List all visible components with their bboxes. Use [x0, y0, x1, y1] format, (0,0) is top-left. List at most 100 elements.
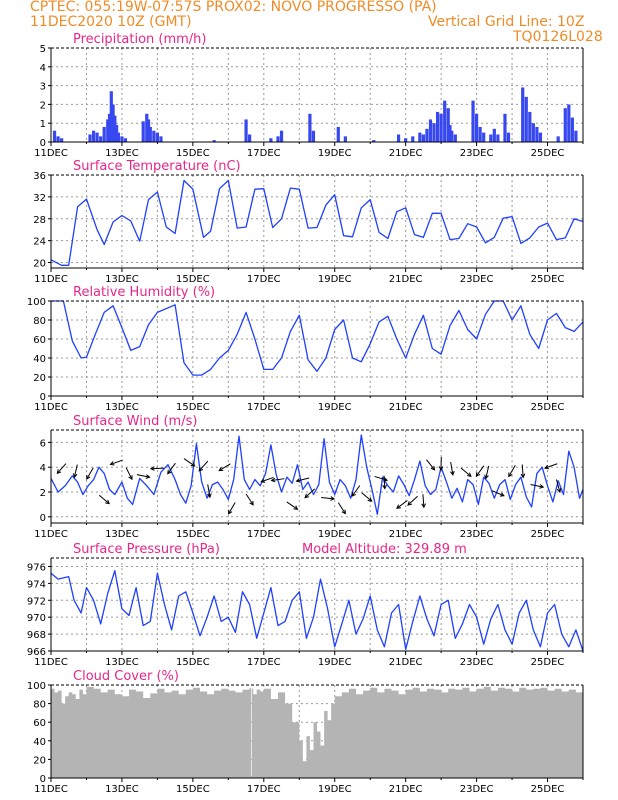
wind-arrow — [426, 459, 435, 471]
y-tick-label: 80 — [33, 316, 46, 327]
x-tick-label: 23DEC — [460, 274, 494, 285]
wind-arrow — [86, 467, 94, 480]
wind-arrow-head — [249, 500, 254, 506]
wind-arrow-head — [396, 504, 401, 509]
precip-bar — [155, 132, 159, 142]
wind-arrow-head — [330, 496, 336, 501]
precip-bar — [343, 136, 347, 142]
wind-arrow-head — [438, 466, 444, 472]
x-tick-label: 21DEC — [389, 402, 423, 413]
precip-bar — [503, 113, 507, 142]
wind-arrow-head — [341, 509, 346, 515]
precip-bar — [279, 130, 284, 142]
y-tick-label: 970 — [27, 613, 46, 624]
x-tick-label: 13DEC — [105, 148, 139, 159]
cloud-cover-area — [51, 686, 583, 778]
panel-precip — [48, 47, 584, 146]
wind-arrow-head — [56, 469, 62, 475]
wind-arrow — [374, 475, 388, 481]
y-tick-label: 1 — [40, 119, 46, 130]
wind-arrow — [383, 475, 386, 489]
x-tick-label: 11DEC — [34, 148, 68, 159]
precip-bar — [120, 136, 124, 142]
precip-bar — [159, 136, 163, 142]
precip-bar — [276, 136, 280, 142]
wind-arrow-head — [450, 470, 455, 476]
precip-bar — [148, 126, 152, 142]
precip-bar — [453, 134, 457, 142]
y-tick-label: 6 — [40, 438, 46, 449]
precip-bar — [248, 134, 252, 142]
wind-arrow — [396, 500, 408, 509]
x-tick-label: 17DEC — [247, 148, 281, 159]
precip-bar — [432, 123, 436, 142]
wind-arrow-head — [351, 491, 357, 497]
wind-arrow-head — [407, 501, 412, 506]
wind-arrow-head — [508, 472, 513, 478]
precip-bar — [212, 140, 216, 142]
precip-bar — [567, 104, 571, 142]
wind-arrow — [110, 459, 123, 465]
x-tick-label: 15DEC — [176, 402, 210, 413]
wind-arrow — [407, 495, 418, 506]
precip-bar — [116, 132, 120, 142]
x-tick-label: 25DEC — [531, 402, 565, 413]
precip-bar — [478, 126, 482, 142]
x-tick-label: 11DEC — [34, 657, 68, 668]
header-model-id: TQ0126L028 — [513, 29, 603, 45]
y-tick-label: 4 — [40, 63, 46, 74]
precip-bar — [308, 113, 312, 142]
wind-arrow — [167, 462, 176, 474]
precip-bar — [428, 119, 433, 142]
wind-arrow-head — [270, 477, 276, 483]
wind-arrow — [422, 494, 425, 508]
x-tick-label: 19DEC — [318, 274, 352, 285]
wind-arrow-head — [382, 484, 387, 490]
y-tick-label: 974 — [27, 579, 46, 590]
x-tick-label: 21DEC — [389, 784, 423, 795]
wind-arrow — [218, 463, 231, 471]
x-tick-label: 17DEC — [247, 784, 281, 795]
wind-series-line — [50, 434, 584, 515]
chart-title: Surface Pressure (hPa) — [73, 542, 220, 557]
precip-bar — [372, 140, 376, 142]
precip-bar — [88, 134, 92, 142]
precip-bar — [524, 96, 528, 142]
x-tick-label: 25DEC — [531, 657, 565, 668]
precip-bar — [439, 113, 443, 142]
wind-arrow — [98, 494, 110, 505]
y-tick-label: 2 — [40, 488, 46, 499]
wind-arrow — [361, 492, 372, 502]
y-tick-label: 100 — [27, 297, 46, 308]
y-tick-label: 60 — [33, 335, 46, 346]
wind-arrow — [271, 478, 285, 482]
x-tick-label: 19DEC — [318, 657, 352, 668]
y-tick-label: 60 — [33, 718, 46, 729]
precip-bar — [95, 132, 99, 142]
wind-arrow-head — [475, 472, 481, 478]
wind-arrow — [73, 464, 78, 478]
x-tick-label: 25DEC — [531, 148, 565, 159]
wind-arrow — [245, 493, 254, 506]
wind-arrow-head — [145, 474, 151, 479]
wind-arrow — [450, 461, 454, 475]
precip-bar — [404, 138, 408, 142]
x-tick-label: 21DEC — [389, 657, 423, 668]
precip-bar — [450, 130, 454, 142]
wind-arrow-head — [109, 461, 115, 466]
y-tick-label: 32 — [33, 193, 46, 204]
y-tick-label: 100 — [27, 681, 46, 692]
wind-arrow — [530, 484, 544, 488]
wind-arrow-head — [304, 493, 310, 499]
wind-arrow — [321, 497, 335, 500]
wind-arrow-head — [295, 478, 301, 483]
wind-arrow — [544, 463, 558, 469]
y-tick-label: 20 — [33, 755, 46, 766]
precip-bar — [538, 132, 543, 142]
precip-bar — [99, 136, 103, 142]
x-tick-label: 13DEC — [105, 274, 139, 285]
precip-bar — [482, 132, 486, 142]
wind-arrow — [136, 474, 150, 478]
x-tick-label: 17DEC — [247, 402, 281, 413]
